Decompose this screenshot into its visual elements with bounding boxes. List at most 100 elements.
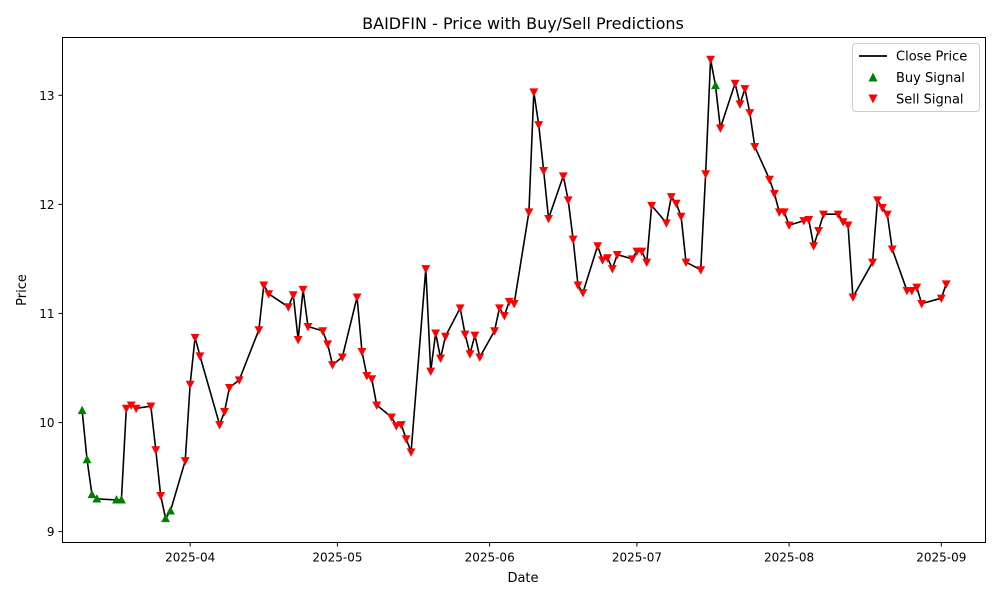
sell-signal-marker [941, 280, 951, 289]
chart-title: BAIDFIN - Price with Buy/Sell Prediction… [362, 14, 684, 33]
sell-signal-marker [936, 294, 946, 303]
sell-signal-marker [607, 265, 617, 274]
sell-signal-marker [406, 448, 416, 457]
sell-signal-marker [568, 235, 578, 245]
sell-signal-marker [328, 361, 337, 370]
sell-signal-marker [769, 189, 779, 199]
sell-signal-marker [421, 265, 431, 274]
legend-sell-signal-swatch [868, 94, 878, 104]
sell-signal-marker [666, 193, 676, 202]
x-tick-label: 2025-05 [312, 551, 362, 565]
sell-signal-marker [318, 327, 328, 336]
sell-signal-marker [234, 376, 244, 385]
close-price-line [81, 58, 947, 520]
sell-signal-marker [298, 285, 308, 295]
plot-area [77, 55, 951, 523]
buy-signal-marker [77, 405, 87, 415]
sell-signal-marker [151, 446, 161, 455]
legend-close-price-label: Close Price [896, 50, 967, 65]
sell-signal-marker [730, 79, 740, 89]
sell-signal-marker [156, 491, 166, 501]
sell-signal-marker [715, 124, 725, 133]
sell-signal-marker [917, 300, 927, 309]
sell-signal-marker [504, 297, 514, 307]
sell-signal-marker [264, 290, 274, 299]
sell-signal-marker [323, 340, 333, 349]
sell-signal-marker [848, 293, 858, 302]
x-tick-label: 2025-09 [916, 551, 966, 565]
sell-signal-marker [676, 212, 686, 222]
x-tick-label: 2025-08 [764, 551, 814, 565]
sell-signal-marker [431, 329, 441, 338]
sell-signal-marker [745, 109, 755, 118]
x-tick-label: 2025-06 [465, 551, 515, 565]
x-axis: 2025-04 2025-05 2025-06 2025-07 2025-08 2025-… [165, 542, 966, 565]
sell-signal-marker [441, 332, 450, 342]
x-tick-label: 2025-04 [165, 551, 215, 565]
sell-signal-marker [220, 408, 229, 417]
sell-signal-marker [573, 281, 583, 290]
sell-signal-marker [283, 303, 293, 312]
sell-signal-marker [352, 293, 362, 302]
sell-signal-marker [362, 372, 372, 381]
sell-signal-marker [804, 216, 814, 225]
sell-signal-marker [671, 199, 681, 209]
sell-signal-marker [696, 266, 706, 275]
buy-signal-marker [711, 80, 720, 90]
sell-signal-marker [387, 413, 396, 422]
y-tick-label: 10 [39, 416, 54, 430]
sell-signal-marker [337, 353, 347, 362]
y-axis: 9 10 11 12 13 [39, 89, 63, 539]
sell-signal-marker [843, 221, 853, 230]
sell-signal-marker [593, 242, 603, 251]
legend-buy-signal-label: Buy Signal [896, 71, 965, 86]
legend-box [852, 43, 980, 112]
sell-signal-marker [259, 281, 269, 290]
sell-signal-marker [740, 85, 750, 94]
sell-signal-marker [215, 421, 225, 430]
sell-signal-marker [819, 210, 828, 219]
sell-signal-marker [499, 312, 509, 321]
y-tick-label: 13 [39, 89, 54, 103]
sell-signal-marker [750, 142, 760, 152]
sell-signal-marker [495, 304, 504, 313]
sell-signal-marker [146, 402, 156, 411]
legend: Close Price Buy Signal Sell Signal [852, 43, 980, 112]
sell-signal-marker [779, 208, 789, 217]
sell-signal-marker [303, 322, 313, 332]
sell-signal-marker [681, 258, 691, 267]
sell-signal-marker [637, 247, 647, 257]
legend-buy-signal-swatch [868, 72, 878, 82]
sell-signal-marker [254, 326, 264, 335]
sell-signal-marker [706, 55, 715, 65]
sell-signal-marker [455, 304, 465, 313]
sell-signal-marker [288, 291, 298, 300]
sell-signal-marker [612, 250, 622, 260]
sell-signal-marker [882, 210, 892, 219]
sell-signal-marker [190, 333, 200, 343]
sell-signal-marker [539, 166, 549, 176]
sell-signal-marker [126, 401, 136, 410]
sell-signal-marker [372, 401, 382, 410]
sell-signal-marker [661, 219, 671, 228]
sell-signal-marker [873, 196, 882, 205]
sell-signal-marker [475, 353, 485, 362]
sell-signal-marker [470, 331, 480, 341]
sell-signal-marker [534, 121, 544, 130]
sell-signal-marker [563, 196, 573, 205]
sell-signal-marker [887, 245, 897, 254]
sell-signal-marker [558, 172, 568, 181]
sell-signal-marker [868, 258, 877, 267]
sell-signal-marker [367, 375, 377, 384]
y-tick-label: 9 [47, 525, 55, 539]
sell-signal-marker [877, 204, 887, 213]
sell-signal-marker [598, 256, 607, 265]
sell-signal-marker [426, 367, 436, 377]
sell-signal-marker [907, 286, 917, 296]
sell-signal-marker [814, 226, 823, 236]
sell-signal-marker [396, 421, 406, 430]
sell-signal-marker [544, 214, 553, 224]
y-tick-label: 11 [39, 307, 54, 321]
sell-signal-marker [809, 242, 819, 251]
y-tick-label: 12 [39, 198, 54, 212]
